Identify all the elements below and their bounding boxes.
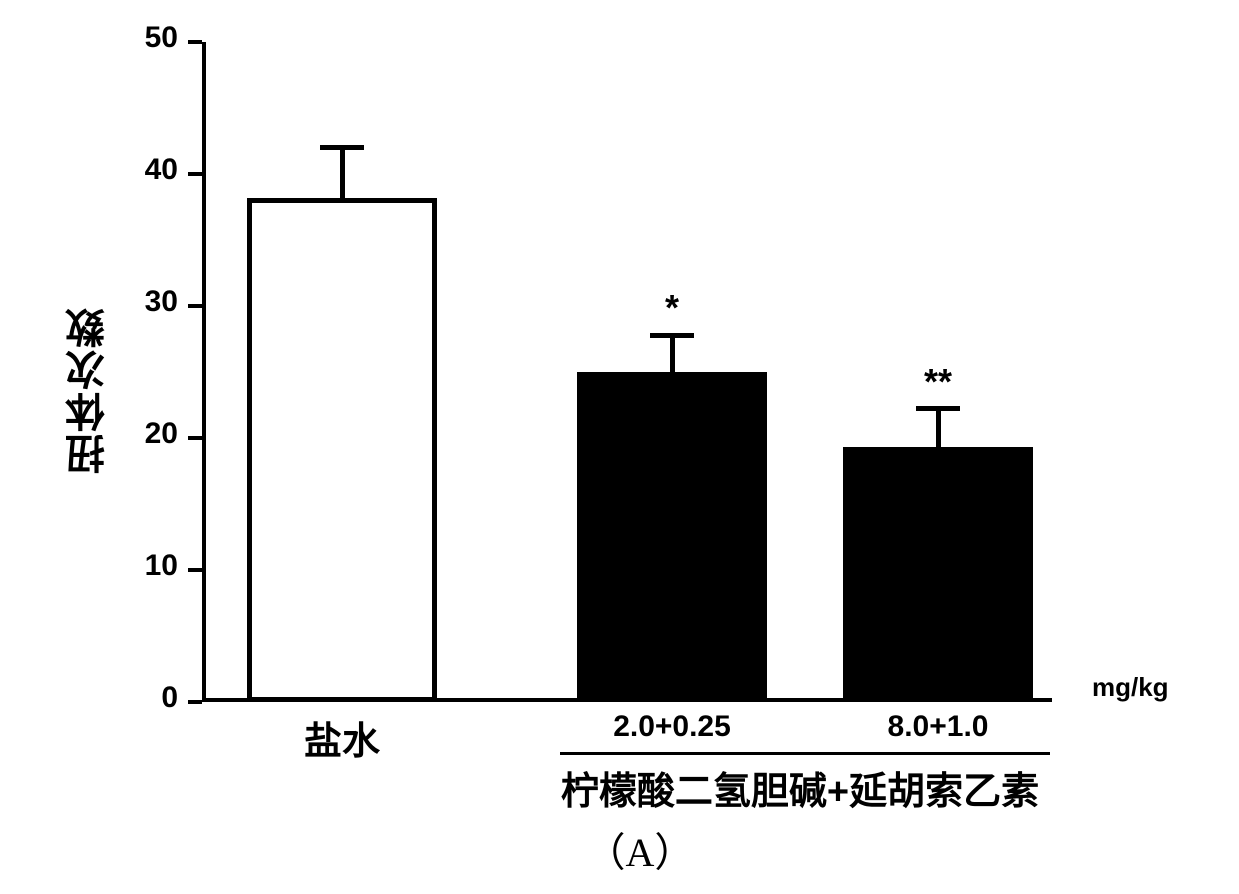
y-tick <box>188 304 202 308</box>
error-stem <box>670 335 675 372</box>
panel-label: （A） <box>520 820 760 878</box>
error-cap <box>320 145 364 150</box>
y-tick-label: 40 <box>118 153 178 187</box>
y-tick <box>188 172 202 176</box>
error-cap <box>650 333 694 338</box>
category-label: 盐水 <box>182 710 502 765</box>
error-stem <box>340 148 345 198</box>
y-tick-label: 10 <box>118 549 178 583</box>
bar <box>247 198 437 702</box>
y-tick-label: 0 <box>118 681 178 715</box>
error-cap <box>916 406 960 411</box>
significance-label: ** <box>888 361 988 403</box>
unit-label: mg/kg <box>1092 672 1169 703</box>
significance-label: * <box>622 287 722 329</box>
y-tick <box>188 40 202 44</box>
y-tick <box>188 436 202 440</box>
group-underline <box>560 752 1050 755</box>
y-tick-label: 50 <box>118 21 178 55</box>
category-label: 8.0+1.0 <box>778 710 1098 744</box>
group-label: 柠檬酸二氢胆碱+延胡索乙素 <box>450 760 1150 815</box>
error-stem <box>936 409 941 447</box>
bar <box>577 372 767 702</box>
figure-root: 扭体次数 mg/kg 柠檬酸二氢胆碱+延胡索乙素 （A） 0 10 20 30 40 50… <box>0 0 1239 894</box>
y-tick-label: 30 <box>118 285 178 319</box>
y-tick <box>188 568 202 572</box>
bar <box>843 447 1033 702</box>
y-tick-label: 20 <box>118 417 178 451</box>
y-axis-title: 扭体次数 <box>60 260 118 520</box>
y-tick <box>188 700 202 704</box>
